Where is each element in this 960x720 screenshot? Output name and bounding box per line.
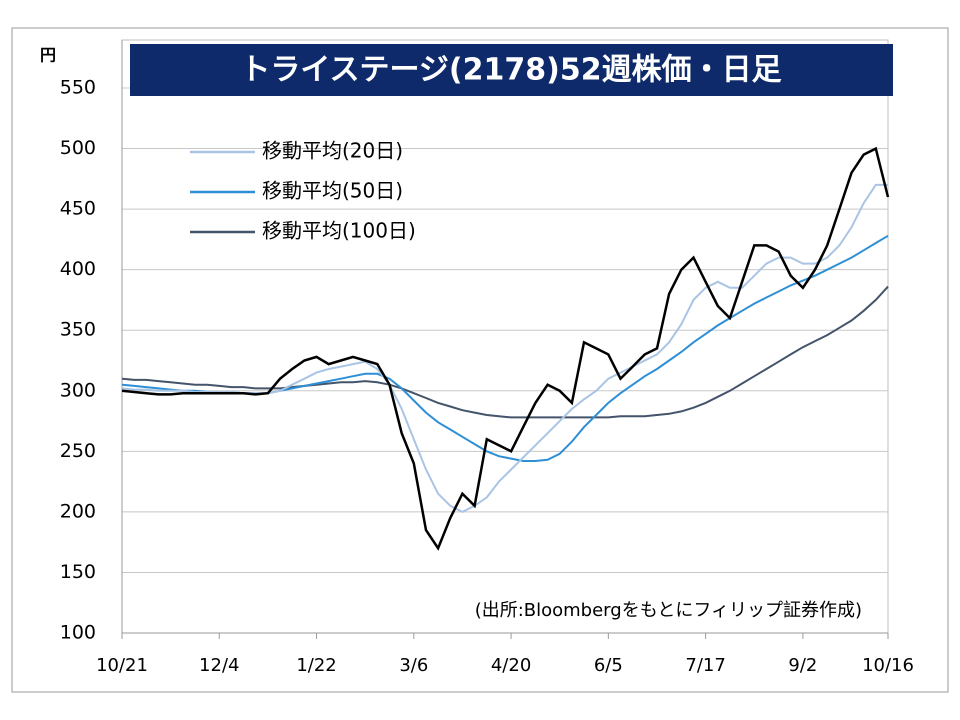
x-tick-label: 10/16 bbox=[862, 655, 914, 676]
y-tick-label: 250 bbox=[60, 440, 96, 462]
x-tick-label: 12/4 bbox=[199, 655, 239, 676]
y-tick-label: 550 bbox=[60, 77, 96, 99]
chart-title: トライステージ(2178)52週株価・日足 bbox=[240, 53, 781, 88]
x-tick-label: 4/20 bbox=[491, 655, 531, 676]
y-tick-label: 200 bbox=[60, 500, 96, 522]
y-tick-label: 100 bbox=[60, 622, 96, 644]
x-tick-label: 6/5 bbox=[594, 655, 623, 676]
y-tick-label: 400 bbox=[60, 258, 96, 280]
y-tick-label: 500 bbox=[60, 137, 96, 159]
x-tick-label: 3/6 bbox=[399, 655, 428, 676]
legend-label: 移動平均(20日) bbox=[262, 139, 403, 163]
title-banner bbox=[130, 44, 893, 96]
lines bbox=[121, 146, 890, 551]
x-tick-label: 1/22 bbox=[296, 655, 336, 676]
price-line bbox=[121, 146, 890, 551]
y-tick-label: 450 bbox=[60, 198, 96, 220]
y-tick-label: 300 bbox=[60, 379, 96, 401]
annotation: (出所:Bloombergをもとにフィリップ証券作成) bbox=[475, 600, 862, 621]
y-tick-label: 150 bbox=[60, 561, 96, 583]
moving-average-line bbox=[121, 285, 889, 419]
y-unit: 円 bbox=[40, 46, 56, 65]
legend-label: 移動平均(50日) bbox=[262, 179, 403, 203]
y-tick-label: 350 bbox=[60, 319, 96, 341]
x-tick-label: 9/2 bbox=[788, 655, 817, 676]
outer-frame bbox=[11, 27, 949, 693]
x-tick-label: 10/21 bbox=[96, 655, 148, 676]
x-tick-label: 7/17 bbox=[685, 655, 725, 676]
legend-label: 移動平均(100日) bbox=[262, 219, 416, 243]
